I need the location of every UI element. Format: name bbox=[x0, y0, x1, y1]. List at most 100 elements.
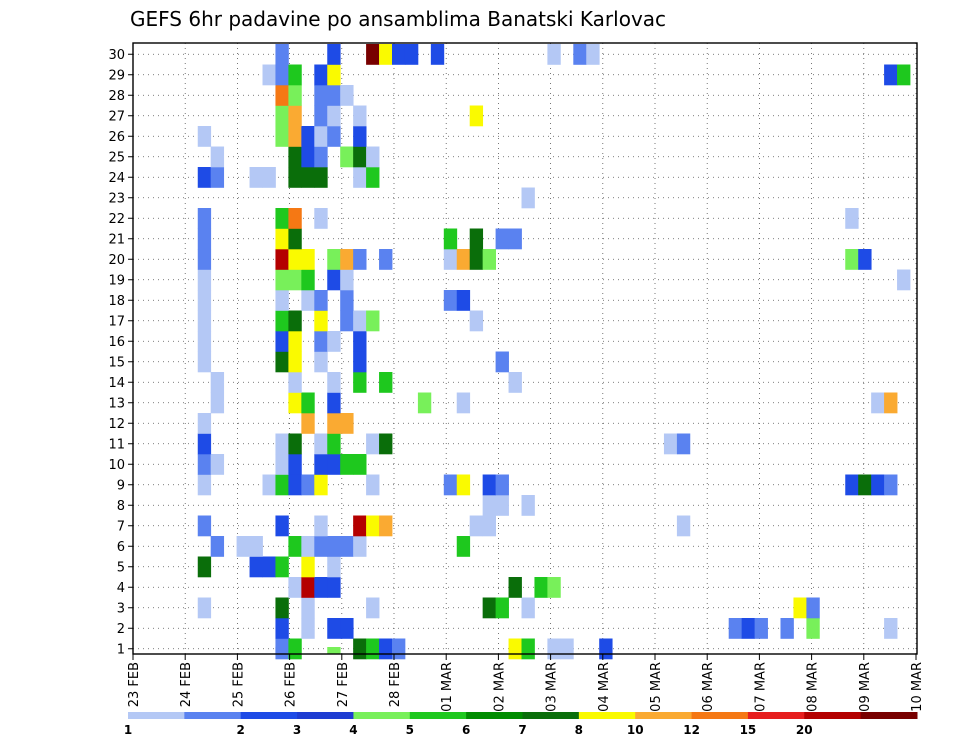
x-tick-label: 27 FEB bbox=[336, 662, 351, 707]
heatmap-cell bbox=[288, 372, 302, 393]
heatmap-cell bbox=[262, 167, 276, 188]
y-tick-label: 21 bbox=[108, 232, 125, 247]
heatmap-cell bbox=[340, 290, 354, 311]
heatmap-cell bbox=[495, 597, 509, 619]
legend-swatch bbox=[184, 712, 242, 719]
heatmap-cell bbox=[197, 249, 212, 270]
heatmap-cell bbox=[301, 577, 315, 598]
heatmap-cell bbox=[521, 187, 535, 209]
heatmap-cell bbox=[275, 331, 289, 352]
heatmap-cell bbox=[301, 536, 315, 557]
heatmap-cell bbox=[275, 290, 289, 311]
heatmap-cell bbox=[197, 351, 212, 373]
heatmap-cell bbox=[728, 618, 743, 639]
legend-label: 3 bbox=[293, 723, 301, 737]
heatmap-cell bbox=[340, 536, 354, 557]
legend-label: 7 bbox=[518, 723, 526, 737]
heatmap-cell bbox=[288, 85, 302, 106]
heatmap-cell bbox=[793, 597, 807, 619]
heatmap-cell bbox=[197, 290, 212, 311]
plot-frame bbox=[132, 42, 918, 655]
heatmap-cell bbox=[275, 351, 289, 373]
heatmap-cell bbox=[353, 372, 367, 393]
y-tick-label: 2 bbox=[117, 622, 125, 637]
heatmap-cell bbox=[275, 228, 289, 250]
heatmap-cell bbox=[275, 85, 289, 106]
legend-swatch bbox=[522, 712, 580, 719]
heatmap-cell bbox=[197, 597, 212, 619]
heatmap-cell bbox=[288, 105, 302, 127]
heatmap-cell bbox=[314, 105, 328, 127]
heatmap-cell bbox=[366, 474, 380, 496]
heatmap-cell bbox=[379, 433, 393, 455]
heatmap-cell bbox=[275, 618, 289, 639]
heatmap-cell bbox=[314, 577, 328, 598]
heatmap-cell bbox=[806, 597, 820, 619]
legend-label: 8 bbox=[575, 723, 583, 737]
heatmap-cell bbox=[340, 269, 354, 291]
heatmap-cell bbox=[495, 474, 509, 496]
heatmap-cell bbox=[521, 597, 535, 619]
legend-label: 1 bbox=[124, 723, 132, 737]
heatmap-cell bbox=[340, 454, 354, 475]
heatmap-cell bbox=[676, 515, 691, 537]
heatmap-cell bbox=[858, 474, 872, 496]
legend-label: 10 bbox=[627, 723, 644, 737]
heatmap-cell bbox=[314, 474, 328, 496]
legend-label: 5 bbox=[406, 723, 414, 737]
x-axis: 23 FEB 24 FEB 25 FEB 26 FEB 27 FEB 28 FEB 01 M… bbox=[127, 654, 925, 712]
legend-label: 4 bbox=[349, 723, 357, 737]
heatmap-cell bbox=[249, 556, 263, 578]
heatmap-cell bbox=[379, 44, 393, 65]
heatmap-cell bbox=[456, 474, 471, 496]
heatmap-cell bbox=[353, 249, 367, 270]
heatmap-cell bbox=[443, 228, 458, 250]
heatmap-cell bbox=[262, 474, 276, 496]
heatmap-cell bbox=[353, 638, 367, 660]
heatmap-cell bbox=[366, 597, 380, 619]
heatmap-cell bbox=[301, 474, 315, 496]
heatmap-cell bbox=[508, 372, 522, 393]
heatmap-cell bbox=[741, 618, 755, 639]
y-tick-label: 8 bbox=[117, 499, 125, 514]
y-tick-label: 11 bbox=[108, 437, 125, 452]
heatmap-cell bbox=[366, 167, 380, 188]
heatmap-cell bbox=[314, 208, 328, 229]
heatmap-cell bbox=[379, 515, 393, 537]
y-tick-label: 1 bbox=[117, 642, 125, 657]
heatmap-cell bbox=[262, 556, 276, 578]
heatmap-cell bbox=[288, 64, 302, 86]
y-tick-label: 24 bbox=[108, 171, 125, 186]
x-tick-label: 02 MAR bbox=[492, 662, 507, 712]
heatmap-cell bbox=[327, 454, 341, 475]
heatmap-cell bbox=[340, 310, 354, 332]
heatmap-cell bbox=[456, 249, 471, 270]
heatmap-cell bbox=[327, 85, 341, 106]
heatmap-cell bbox=[314, 536, 328, 557]
heatmap-cell bbox=[353, 515, 367, 537]
heatmap-cell bbox=[236, 536, 250, 557]
x-tick-label: 25 FEB bbox=[231, 662, 246, 707]
heatmap-cell bbox=[249, 167, 263, 188]
heatmap-cell bbox=[301, 290, 315, 311]
legend-swatch bbox=[409, 712, 467, 719]
heatmap-cell bbox=[547, 44, 561, 65]
y-tick-label: 19 bbox=[108, 273, 125, 288]
heatmap-cell bbox=[469, 515, 484, 537]
heatmap-cell bbox=[288, 310, 302, 332]
heatmap-cell bbox=[314, 85, 328, 106]
heatmap-cell bbox=[314, 331, 328, 352]
heatmap-cell bbox=[404, 44, 419, 65]
heatmap-cell bbox=[599, 638, 613, 660]
heatmap-cell bbox=[275, 105, 289, 127]
y-tick-label: 6 bbox=[117, 540, 125, 555]
heatmap-cell bbox=[197, 269, 212, 291]
heatmap-cell bbox=[288, 331, 302, 352]
heatmap-cell bbox=[547, 577, 561, 598]
x-tick-label: 03 MAR bbox=[545, 662, 560, 712]
heatmap-cell bbox=[327, 647, 341, 655]
heatmap-cell bbox=[884, 392, 898, 414]
y-tick-label: 22 bbox=[108, 212, 125, 227]
x-tick-label: 09 MAR bbox=[858, 662, 873, 712]
